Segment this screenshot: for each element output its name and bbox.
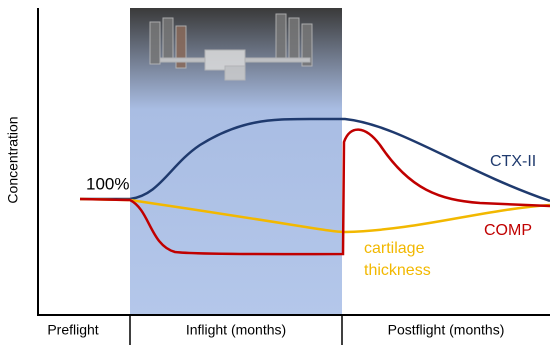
comp-label: COMP [484, 222, 532, 239]
phase-label: Preflight [47, 322, 98, 338]
y-axis-label: Concentration [5, 116, 21, 203]
phase-label: Inflight (months) [186, 322, 286, 338]
comp-curve [79, 128, 550, 256]
ctx-curve [80, 117, 550, 203]
cartilage-curve [79, 197, 550, 234]
ctx-label: CTX-II [490, 153, 536, 170]
phase-label: Postflight (months) [388, 322, 505, 338]
cartilage-label: thickness [364, 262, 431, 279]
cartilage-label: cartilage [364, 240, 425, 257]
space-station [149, 13, 313, 81]
baseline-label: 100% [86, 174, 129, 193]
